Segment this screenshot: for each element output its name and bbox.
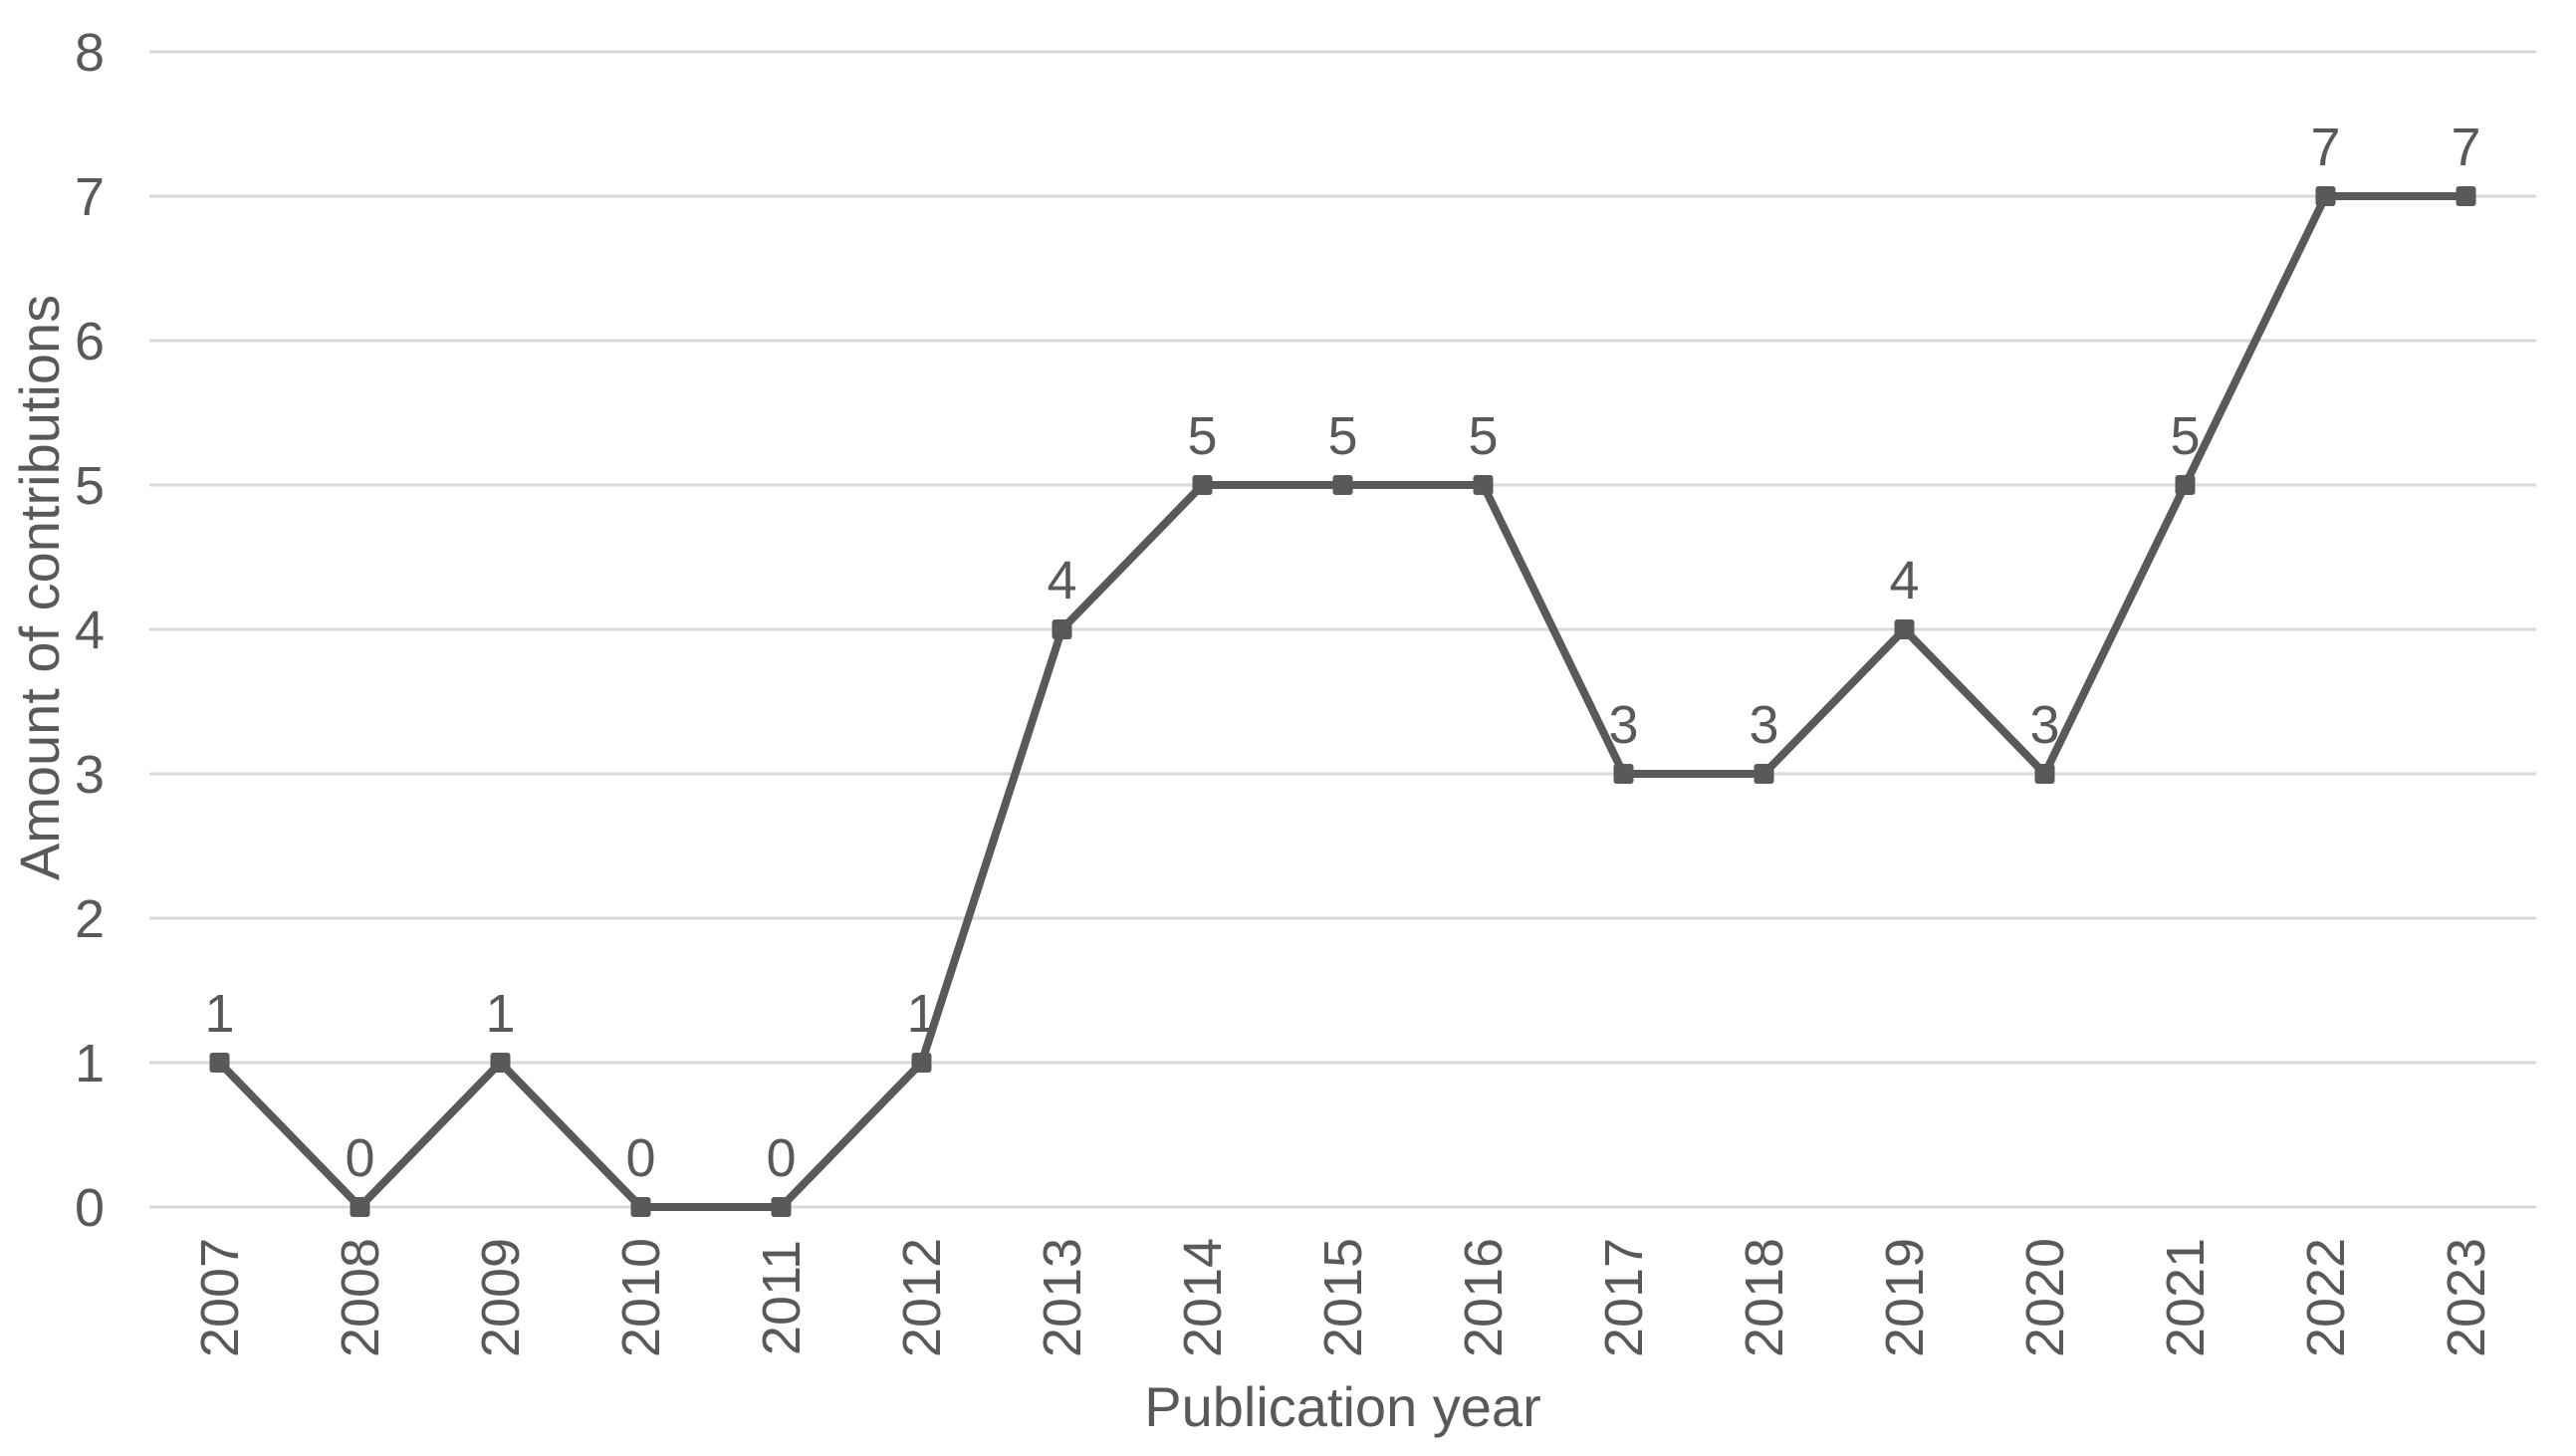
data-label-2011: 0 <box>766 1128 796 1188</box>
y-tick-label-4: 4 <box>75 601 105 660</box>
y-axis-title: Amount of contributions <box>8 295 71 880</box>
x-tick-label-2016: 2016 <box>1454 1238 1514 1357</box>
x-tick-label-2011: 2011 <box>752 1240 812 1355</box>
data-point-2020 <box>2034 764 2055 784</box>
x-tick-label-2018: 2018 <box>1735 1238 1794 1357</box>
y-tick-label-2: 2 <box>75 889 105 949</box>
y-tick-label-8: 8 <box>75 23 105 83</box>
data-point-2012 <box>911 1053 932 1073</box>
data-label-2009: 1 <box>485 984 515 1044</box>
data-label-2007: 1 <box>204 984 234 1044</box>
x-tick-label-2009: 2009 <box>471 1238 531 1357</box>
x-tick-label-2022: 2022 <box>2296 1238 2356 1357</box>
data-label-2023: 7 <box>2451 118 2480 177</box>
data-point-2011 <box>771 1197 792 1217</box>
data-point-2022 <box>2315 186 2336 206</box>
y-tick-label-7: 7 <box>75 167 105 227</box>
y-axis-tick-labels: 0 1 2 3 4 5 6 7 8 <box>75 23 105 1238</box>
x-tick-label-2013: 2013 <box>1033 1238 1092 1357</box>
y-tick-label-5: 5 <box>75 456 105 516</box>
data-point-2010 <box>630 1197 651 1217</box>
data-label-2020: 3 <box>2029 695 2059 755</box>
data-point-2019 <box>1894 619 1915 639</box>
y-tick-label-3: 3 <box>75 745 105 805</box>
x-tick-label-2008: 2008 <box>331 1238 390 1357</box>
data-label-2019: 4 <box>1889 551 1919 610</box>
x-tick-label-2023: 2023 <box>2437 1238 2496 1357</box>
data-point-2008 <box>350 1197 370 1217</box>
data-label-2018: 3 <box>1749 695 1778 755</box>
data-point-2014 <box>1192 475 1213 495</box>
data-point-2009 <box>490 1053 511 1073</box>
data-label-2008: 0 <box>345 1128 374 1188</box>
series-line-amount-of-contributions <box>215 192 2470 1211</box>
series-marker-layer <box>209 186 2476 1217</box>
data-point-2017 <box>1613 764 1634 784</box>
y-tick-label-6: 6 <box>75 312 105 371</box>
data-point-2021 <box>2175 475 2196 495</box>
data-label-2012: 1 <box>906 984 936 1044</box>
data-point-2013 <box>1052 619 1072 639</box>
x-tick-label-2021: 2021 <box>2156 1238 2216 1357</box>
x-tick-label-2014: 2014 <box>1173 1238 1233 1357</box>
x-tick-label-2020: 2020 <box>2015 1238 2075 1357</box>
data-point-2007 <box>209 1053 230 1073</box>
data-label-2016: 5 <box>1468 406 1498 466</box>
data-label-2015: 5 <box>1327 406 1357 466</box>
data-label-2010: 0 <box>625 1128 655 1188</box>
data-label-2021: 5 <box>2170 406 2200 466</box>
x-tick-label-2019: 2019 <box>1875 1238 1935 1357</box>
data-label-2014: 5 <box>1187 406 1217 466</box>
x-tick-label-2017: 2017 <box>1594 1238 1654 1357</box>
x-axis-tick-labels: 2007 2008 2009 2010 2011 2012 2013 2014 2015 2016… <box>190 1238 2496 1357</box>
x-tick-label-2010: 2010 <box>611 1238 671 1357</box>
data-point-2023 <box>2456 186 2476 206</box>
data-label-2022: 7 <box>2310 118 2340 177</box>
x-axis-title: Publication year <box>1144 1375 1540 1438</box>
data-point-2018 <box>1754 764 1774 784</box>
data-point-2016 <box>1473 475 1494 495</box>
data-point-2015 <box>1332 475 1353 495</box>
x-tick-label-2015: 2015 <box>1313 1238 1373 1357</box>
data-label-layer: 1 0 1 0 0 1 4 5 5 5 3 3 4 3 5 7 7 <box>204 118 2480 1188</box>
y-tick-label-0: 0 <box>75 1178 105 1238</box>
data-label-2017: 3 <box>1608 695 1638 755</box>
series-line-layer <box>215 192 2470 1211</box>
x-tick-label-2007: 2007 <box>190 1238 250 1357</box>
x-tick-label-2012: 2012 <box>892 1238 952 1357</box>
data-label-2013: 4 <box>1047 551 1076 610</box>
y-tick-label-1: 1 <box>75 1034 105 1093</box>
